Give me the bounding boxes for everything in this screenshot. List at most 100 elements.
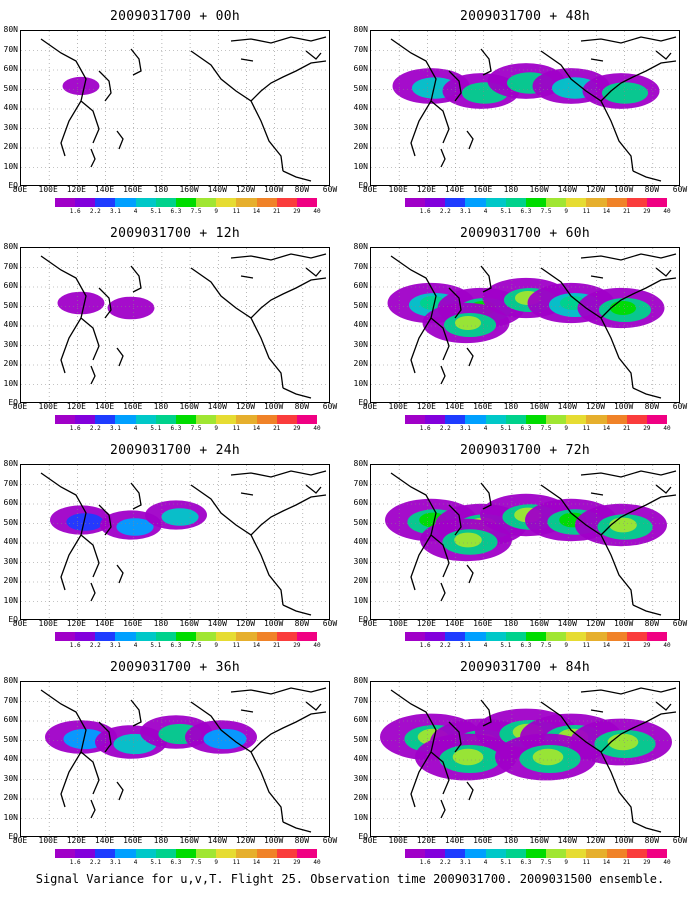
colorbar-tick-label: 3.1 <box>110 208 121 215</box>
latitude-label: 80N <box>353 676 368 685</box>
colorbar-tick-label: 14 <box>252 642 261 649</box>
colorbar-tick-label: 1.6 <box>69 208 81 215</box>
longitude-label: 80W <box>294 402 310 411</box>
colorbar-swatch <box>445 415 466 424</box>
latitude-label: 30N <box>353 773 368 783</box>
colorbar-ticks: 1.6 2.2 3.1 4 5.1 6.3 7.5 9 11 14 21 29 40 <box>55 859 321 867</box>
latitude-labels: 80N 70N 60N 50N 40N 30N 20N 10N EQ <box>0 460 20 624</box>
longitude-label: 60W <box>672 185 688 194</box>
latitude-label: 20N <box>353 576 368 585</box>
colorbar-tick-label: 11 <box>582 642 590 649</box>
coastline <box>440 347 474 385</box>
latitude-label: EQ <box>8 832 18 841</box>
longitude-label: 80E <box>12 402 28 411</box>
longitude-label: 160W <box>179 836 199 845</box>
longitude-label: 100E <box>38 402 58 411</box>
variance-contour <box>609 300 637 316</box>
coastline <box>390 255 492 374</box>
colorbar-tick-label: 7.5 <box>540 425 552 432</box>
longitude-label: 180 <box>153 619 169 628</box>
longitude-label: 120W <box>585 619 606 628</box>
colorbar-swatch <box>175 415 197 424</box>
longitude-label: 160E <box>473 185 493 194</box>
latitude-label: 20N <box>3 576 18 585</box>
colorbar-swatch <box>175 632 197 641</box>
latitude-label: EQ <box>8 398 18 407</box>
colorbar-swatch <box>485 849 506 858</box>
map-field <box>371 682 679 836</box>
colorbar-swatch <box>485 632 506 641</box>
latitude-label: 30N <box>353 122 368 132</box>
longitude-label: 160W <box>529 185 549 194</box>
longitude-label: 120W <box>235 619 256 628</box>
colorbar-ticks: 1.6 2.2 3.1 4 5.1 6.3 7.5 9 11 14 21 29 40 <box>55 208 321 216</box>
longitude-label: 100W <box>263 836 284 845</box>
coastline <box>580 687 677 713</box>
colorbar-tick-label: 21 <box>273 859 281 866</box>
colorbar-tick-label: 14 <box>602 642 611 649</box>
colorbar-tick-label: 14 <box>252 859 261 866</box>
coastline <box>230 470 327 496</box>
colorbar-tick-label: 40 <box>663 425 671 432</box>
map-field <box>21 465 329 619</box>
colorbar-swatch <box>135 849 156 858</box>
colorbar-tick-label: 1.6 <box>69 859 81 866</box>
longitude-label: 60W <box>322 619 338 628</box>
latitude-label: EQ <box>8 181 18 190</box>
longitude-label: 100W <box>613 619 634 628</box>
latitude-label: 40N <box>3 537 18 546</box>
coastline <box>540 50 677 182</box>
colorbar-swatch <box>525 415 547 424</box>
latitude-labels: 80N 70N 60N 50N 40N 30N 20N 10N EQ <box>350 677 370 841</box>
coastline <box>90 781 124 819</box>
longitude-label: 140E <box>444 836 465 845</box>
colorbar-swatch <box>276 415 297 424</box>
colorbar-swatch <box>586 415 607 424</box>
panel-title: 2009031700 + 48h <box>459 9 591 24</box>
longitude-label: 140E <box>94 402 115 411</box>
longitude-label: 80E <box>362 402 378 411</box>
colorbar-swatch <box>646 415 668 424</box>
longitude-label: 120E <box>66 836 86 845</box>
colorbar <box>55 198 318 207</box>
colorbar-tick-label: 2.2 <box>439 425 451 432</box>
colorbar-tick-label: 11 <box>232 425 240 432</box>
longitude-label: 160W <box>529 836 549 845</box>
coastline <box>190 50 327 182</box>
longitude-label: 140E <box>94 619 115 628</box>
colorbar-swatch <box>566 632 587 641</box>
variance-contour <box>116 518 154 536</box>
longitude-label: 80W <box>644 619 660 628</box>
variance-map <box>370 681 680 837</box>
colorbar-tick-label: 40 <box>313 425 321 432</box>
coastline <box>230 253 327 279</box>
map-field <box>21 248 329 402</box>
latitude-label: 70N <box>353 478 368 488</box>
latitude-label: 70N <box>353 695 368 705</box>
variance-contour <box>62 76 100 96</box>
latitude-label: 30N <box>353 556 368 566</box>
colorbar-ticks: 1.6 2.2 3.1 4 5.1 6.3 7.5 9 11 14 21 29 40 <box>55 425 321 433</box>
colorbar-swatch <box>236 632 257 641</box>
colorbar-tick-label: 9 <box>214 859 219 866</box>
colorbar-tick-label: 14 <box>602 859 611 866</box>
colorbar-swatch <box>196 632 217 641</box>
colorbar-swatch <box>115 415 136 424</box>
colorbar-swatch <box>566 415 587 424</box>
latitude-labels: 80N 70N 60N 50N 40N 30N 20N 10N EQ <box>0 243 20 407</box>
colorbar-swatch <box>505 415 526 424</box>
colorbar-swatch <box>586 632 607 641</box>
latitude-label: 40N <box>353 103 368 112</box>
colorbar-tick-label: 4 <box>133 425 138 432</box>
latitude-label: 60N <box>3 64 18 73</box>
latitude-label: 70N <box>3 478 18 488</box>
latitude-labels: 80N 70N 60N 50N 40N 30N 20N 10N EQ <box>350 243 370 407</box>
colorbar-tick-label: 29 <box>293 208 301 215</box>
colorbar-swatch <box>115 849 136 858</box>
longitude-label: 60W <box>322 402 338 411</box>
colorbar-tick-label: 2.2 <box>439 859 451 866</box>
variance-map <box>20 247 330 403</box>
longitude-label: 160W <box>179 185 199 194</box>
colorbar-swatch <box>546 849 567 858</box>
colorbar-tick-label: 2.2 <box>439 642 451 649</box>
